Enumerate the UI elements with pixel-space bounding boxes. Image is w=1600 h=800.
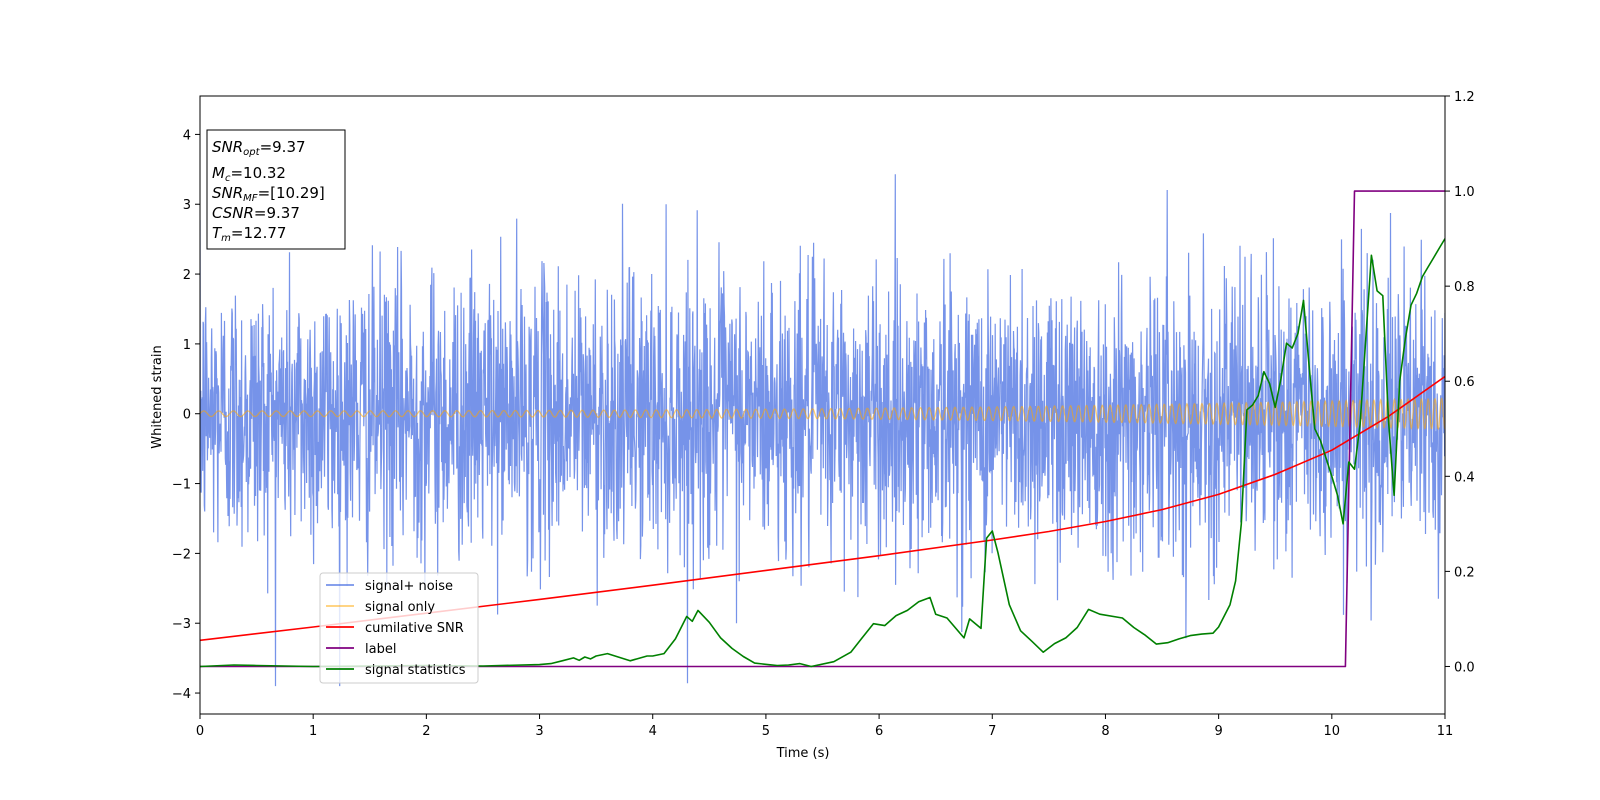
annotation-line: Tm=12.77	[212, 224, 286, 244]
series-line	[200, 190, 1445, 668]
annotation-box	[206, 129, 346, 250]
y2-tick-label: 0.8	[1454, 280, 1475, 295]
legend-label: cumilative SNR	[365, 621, 464, 636]
x-tick-label: 4	[649, 724, 657, 739]
legend-label: signal statistics	[365, 663, 466, 678]
signal-only-line	[200, 397, 1445, 431]
legend	[319, 572, 479, 684]
x-tick-label: 6	[875, 724, 883, 739]
x-tick-label: 0	[196, 724, 204, 739]
x-tick-label: 1	[309, 724, 317, 739]
x-tick-label: 10	[1324, 724, 1341, 739]
y2-tick-label: 1.0	[1454, 185, 1475, 200]
legend-label: signal only	[365, 600, 435, 615]
x-tick-label: 11	[1437, 724, 1454, 739]
annotation-line: SNRopt=9.37	[212, 138, 306, 158]
series-line	[200, 238, 1445, 668]
y2-tick-label: 0.0	[1454, 660, 1475, 675]
series-label	[200, 190, 1445, 668]
x-axis-label: Time (s)	[776, 746, 830, 761]
y-tick-label: 2	[183, 268, 191, 283]
series-signal-only	[200, 397, 1445, 431]
signal-noise-line	[200, 174, 1445, 687]
x-tick-label: 9	[1214, 724, 1222, 739]
y2-tick-label: 0.2	[1454, 565, 1475, 580]
legend-label: label	[365, 642, 396, 657]
series-cumilative-snr	[200, 375, 1445, 642]
x-tick-label: 3	[535, 724, 543, 739]
y-axis-label: Whitened strain	[150, 345, 165, 448]
y-tick-label: 3	[183, 198, 191, 213]
series-signal-noise	[200, 174, 1445, 687]
y-tick-label: −2	[172, 547, 191, 562]
y-tick-label: −4	[172, 687, 191, 702]
series-line	[200, 375, 1445, 642]
legend-label: signal+ noise	[365, 579, 453, 594]
annotation-line: SNRMF=[10.29]	[212, 184, 325, 204]
y-tick-label: −3	[172, 617, 191, 632]
x-tick-label: 7	[988, 724, 996, 739]
annotation-line: CSNR=9.37	[212, 204, 300, 222]
y-tick-label: 0	[183, 408, 191, 423]
y-tick-label: 1	[183, 338, 191, 353]
x-tick-label: 8	[1101, 724, 1109, 739]
x-tick-label: 2	[422, 724, 430, 739]
y2-tick-label: 0.6	[1454, 375, 1475, 390]
y-tick-label: −1	[172, 478, 191, 493]
y-tick-label: 4	[183, 128, 191, 143]
plot-frame	[199, 95, 1446, 715]
series-signal-statistics	[200, 238, 1445, 668]
annotation-line: Mc=10.32	[212, 164, 286, 184]
y2-tick-label: 1.2	[1454, 90, 1475, 105]
y2-tick-label: 0.4	[1454, 470, 1475, 485]
x-tick-label: 5	[762, 724, 770, 739]
